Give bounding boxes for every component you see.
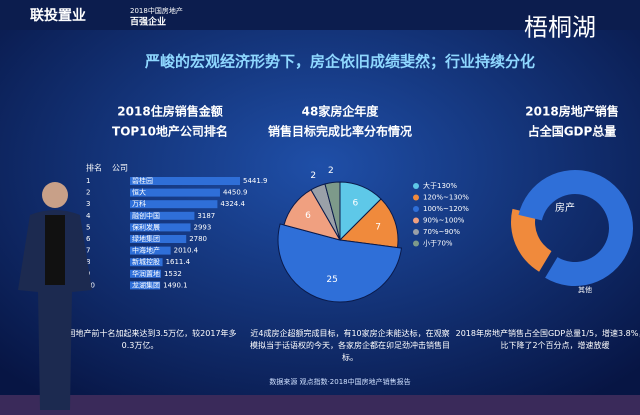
value-label: 1532 [164, 270, 182, 278]
legend-swatch [413, 240, 419, 247]
value-label: 1611.4 [166, 258, 191, 266]
bar [130, 223, 191, 232]
legend-swatch [413, 183, 419, 189]
category-label: 龙湖集团 [132, 280, 160, 289]
column-header: 排名 [86, 163, 102, 173]
note-box: 近4成房企超额完成目标，有10家房企未能达标，在观察模拟当于话语权的今天，各家房… [250, 329, 450, 362]
rank: 7 [86, 247, 90, 255]
rank: 5 [86, 223, 90, 231]
legend-label: 70%~90% [423, 228, 460, 236]
chart-subtitle: TOP10地产公司排名 [112, 124, 228, 139]
donut-label: 房产 [555, 201, 575, 214]
legend-label: 120%~130% [423, 194, 469, 202]
value-label: 2993 [193, 223, 211, 231]
rank: 8 [86, 258, 90, 266]
bar [130, 246, 171, 255]
chart-title: 2018房地产销售 [525, 104, 618, 119]
bar [130, 269, 161, 278]
rank: 2 [86, 189, 90, 197]
legend-label: 100%~120% [423, 205, 469, 213]
donut-label: 其他 [578, 285, 592, 294]
speaker [18, 182, 92, 410]
bar [130, 211, 195, 220]
chart-subtitle: 销售目标完成比率分布情况 [268, 124, 412, 139]
donut-slice [511, 208, 552, 272]
value-label: 4450.9 [223, 189, 248, 197]
slice-label: 7 [375, 223, 381, 233]
legend-label: 大于130% [423, 181, 457, 190]
award: 2018中国房地产 [130, 6, 183, 15]
slice-label: 2 [310, 171, 316, 181]
category-label: 新城控股 [132, 257, 160, 266]
legend-swatch [413, 217, 419, 224]
category-label: 中海地产 [132, 246, 160, 255]
category-label: 恒大 [132, 188, 146, 197]
note-box: 年，中国地产前十名加起来达到3.5万亿，较2017年多0.3万亿。 [43, 329, 237, 350]
legend-swatch [413, 206, 419, 212]
slice-label: 2 [328, 166, 334, 176]
column-header: 公司 [112, 164, 128, 173]
bar [130, 177, 240, 185]
chart-title: 2018住房销售金额 [117, 104, 222, 119]
bar [130, 200, 218, 209]
event-logo: 梧桐湖 [524, 15, 596, 42]
slice-label: 6 [305, 211, 311, 221]
category-label: 华润置地 [132, 269, 160, 278]
brand: 联投置业 [30, 7, 86, 24]
slice-label: 25 [326, 275, 337, 285]
legend-swatch [413, 229, 419, 235]
category-label: 万科 [132, 199, 146, 208]
pie-slice [277, 223, 403, 303]
value-label: 2780 [189, 235, 207, 243]
slice-label: 6 [353, 198, 359, 208]
footer: 数据来源 观点指数·2018中国房地产销售报告 [269, 377, 410, 386]
legend-label: 90%~100% [423, 217, 465, 225]
slide-title: 严峻的宏观经济形势下，房企依旧成绩斐然；行业持续分化 [144, 53, 535, 71]
rank: 6 [86, 235, 91, 243]
category-label: 保利发展 [132, 222, 160, 231]
header-band [0, 0, 640, 30]
pie-slice [324, 181, 341, 241]
stage [0, 395, 640, 415]
note: 2018年房地产销售占全国GDP总量1/5，增速3.8%，同比下降了2个百分点，… [455, 329, 640, 350]
value-label: 4324.4 [220, 200, 245, 208]
pie-slice [338, 198, 399, 249]
value-label: 2010.4 [174, 247, 199, 255]
bar [130, 188, 220, 197]
legend-label: 小于70% [423, 239, 453, 248]
category-label: 融创中国 [132, 211, 160, 220]
bar [130, 235, 187, 243]
rank: 1 [86, 177, 90, 185]
rank: 4 [86, 212, 91, 220]
chart-subtitle: 占全国GDP总量 [528, 124, 617, 139]
legend-swatch [413, 194, 419, 201]
value-label: 1490.1 [163, 281, 188, 289]
chart-title: 48家房企年度 [302, 104, 380, 119]
note: 近4成房企超额完成目标，有10家房企未能达标，在观察模拟当于话语权的今天，各家房… [250, 329, 450, 362]
donut-slice [518, 170, 634, 286]
note-box: 2018年房地产销售占全国GDP总量1/5，增速3.8%，同比下降了2个百分点，… [455, 329, 640, 350]
bar [130, 281, 161, 290]
category-label: 碧桂园 [132, 176, 153, 185]
rank: 3 [86, 200, 90, 208]
bar [130, 258, 163, 267]
note: 年，中国地产前十名加起来达到3.5万亿，较2017年多0.3万亿。 [43, 329, 237, 350]
award: 百强企业 [130, 16, 166, 28]
value-label: 3187 [197, 212, 215, 220]
value-label: 5441.9 [243, 177, 268, 185]
category-label: 绿地集团 [132, 234, 160, 243]
